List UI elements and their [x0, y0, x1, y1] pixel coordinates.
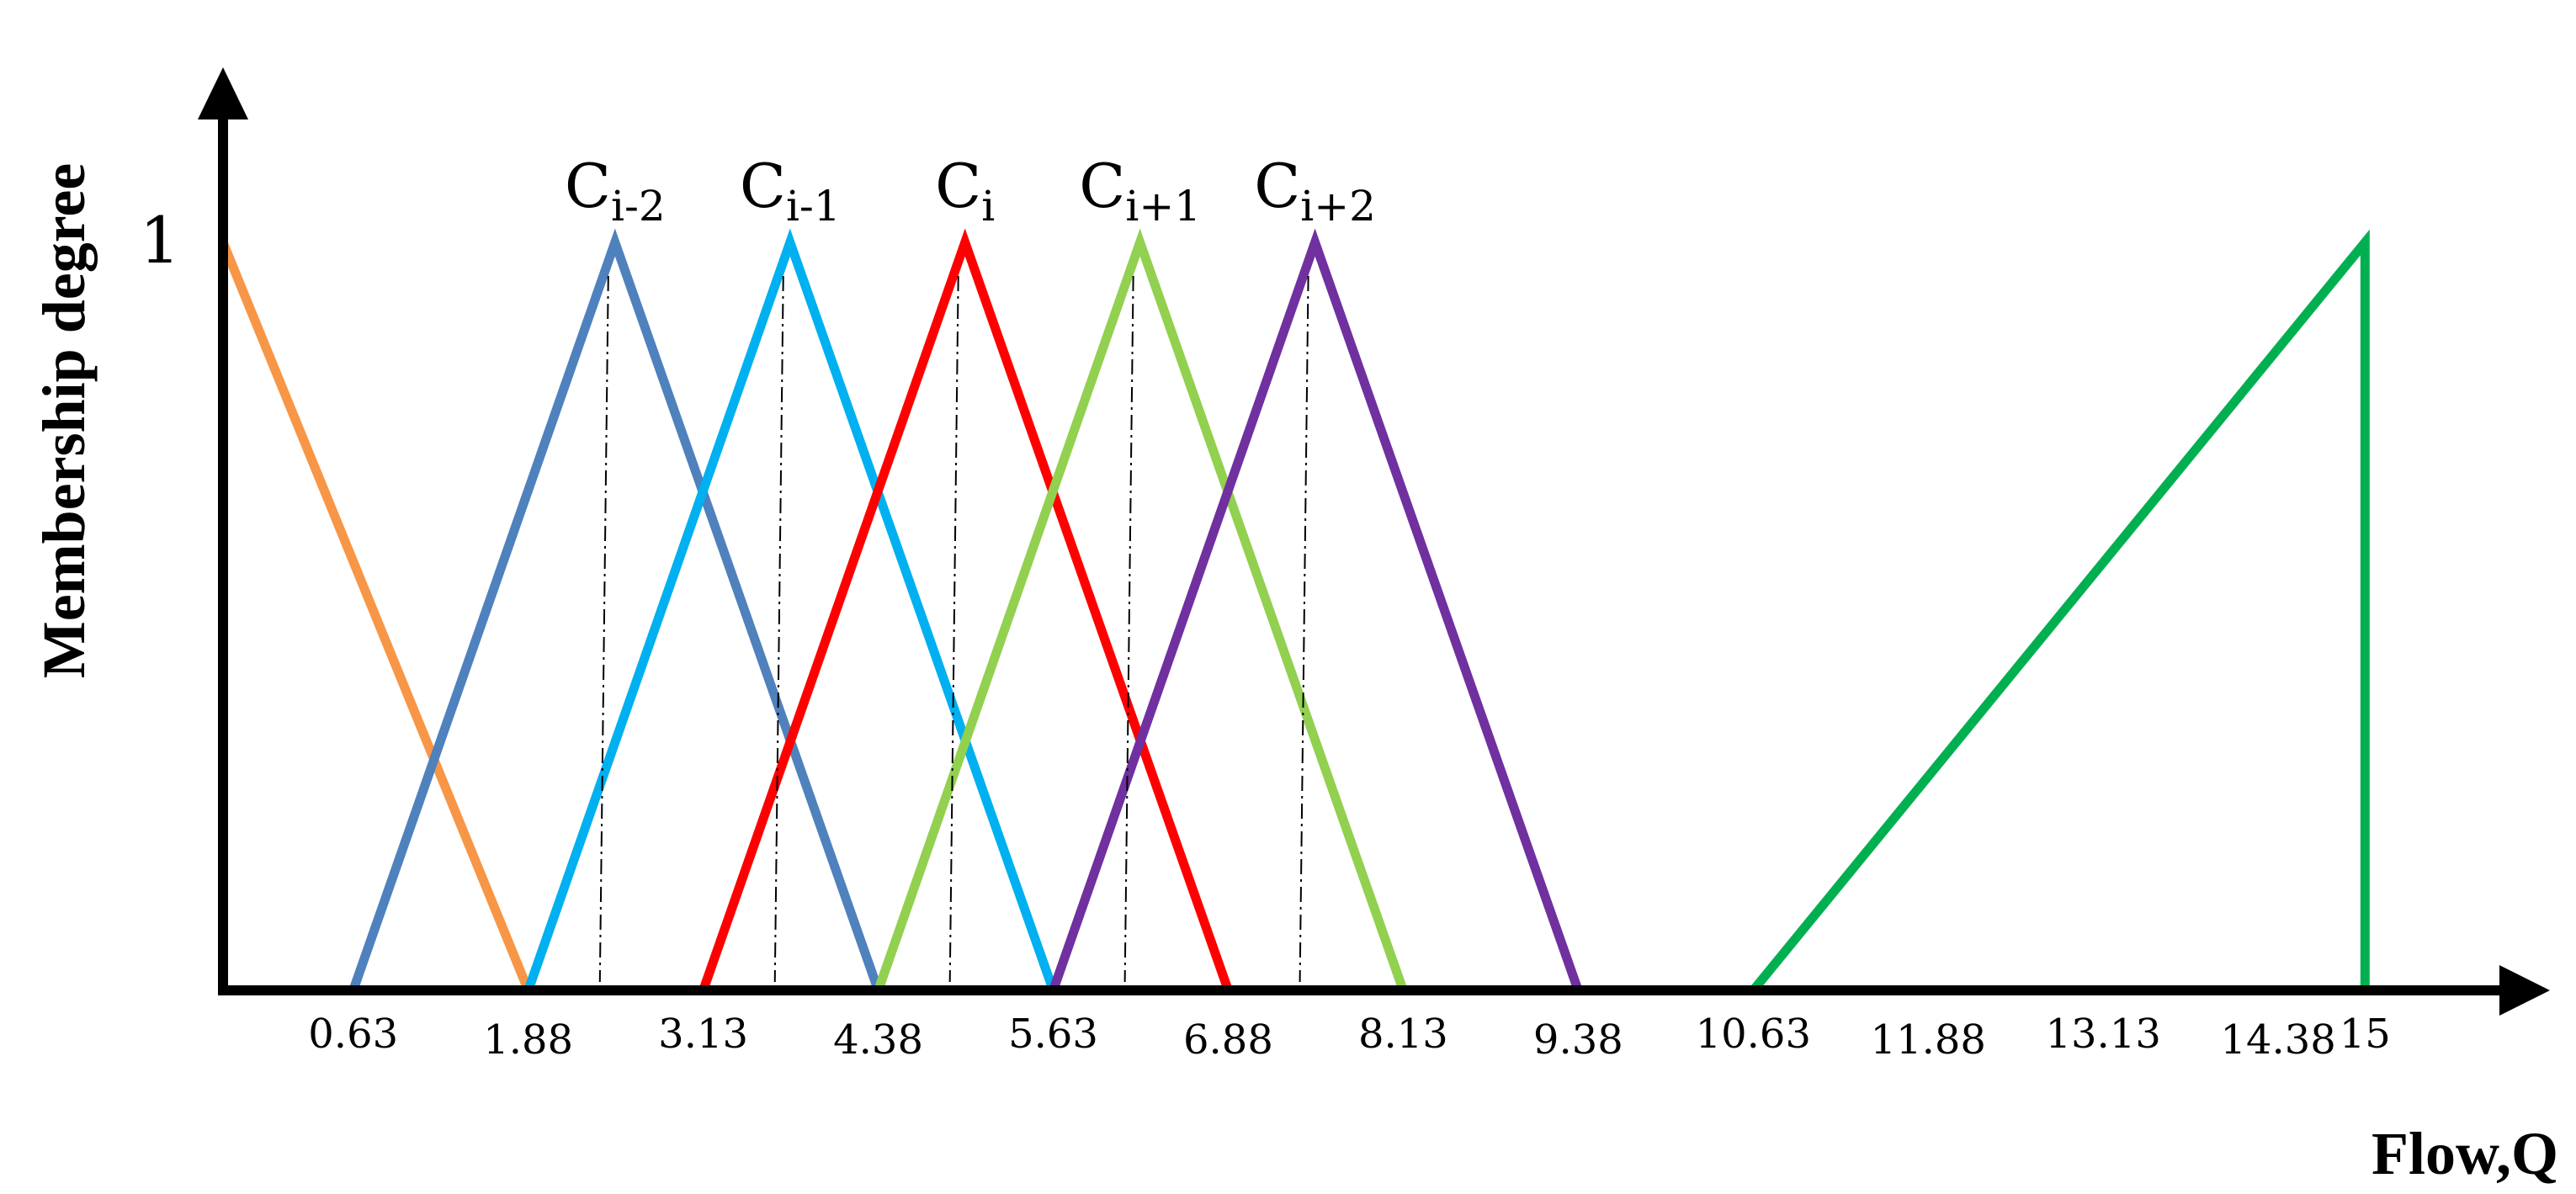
series-layer — [218, 228, 2370, 994]
peak-guide-line — [773, 275, 784, 983]
peak-guide-line — [598, 275, 609, 983]
x-tick-label: 6.88 — [1183, 1016, 1273, 1064]
x-tick-label: 10.63 — [1696, 1011, 1811, 1058]
peak-label: Ci+2 — [1254, 151, 1376, 231]
peak-label: Ci-1 — [740, 151, 841, 231]
x-axis-title: Flow,Q — [2372, 1120, 2558, 1187]
peak-guide-line — [948, 275, 959, 983]
x-tick-label: 5.63 — [1008, 1011, 1098, 1058]
x-tick-label: 14.38 — [2220, 1016, 2335, 1064]
x-tick-label: 4.38 — [833, 1016, 923, 1064]
x-tick-label: 15 — [2340, 1011, 2391, 1058]
peak-label: Ci — [935, 151, 995, 231]
peak-label: Ci+1 — [1079, 151, 1201, 231]
series-line-ci-2 — [348, 228, 883, 992]
x-tick-label: 11.88 — [1871, 1016, 1986, 1064]
series-line-ci — [698, 228, 1233, 992]
series-line-ciplus2 — [1049, 228, 1583, 992]
x-axis-arrow — [2499, 965, 2550, 1016]
axes — [198, 67, 2550, 1016]
x-tick-label: 1.88 — [483, 1016, 573, 1064]
y-tick-label: 1 — [140, 203, 180, 278]
y-axis-title: Membership degree — [30, 163, 98, 679]
x-tick-label: 3.13 — [658, 1011, 748, 1058]
series-line-ci-1 — [523, 228, 1058, 992]
peak-guide-line — [1299, 275, 1309, 983]
series-line-edge-6 — [1750, 229, 2370, 994]
series-line-edge-0 — [218, 240, 533, 993]
x-tick-label: 0.63 — [308, 1011, 398, 1058]
series-line-ciplus1 — [874, 228, 1408, 992]
peak-guide-line — [1123, 275, 1134, 983]
x-tick-label: 8.13 — [1358, 1011, 1448, 1058]
peak-label: Ci-2 — [565, 151, 666, 231]
peak-guide-layer — [598, 275, 1309, 983]
labels-layer: Ci-2 Ci-1 Ci Ci+1 Ci+2 0.63 1.88 3.13 4.38 5.63 6.… — [30, 151, 2558, 1187]
x-tick-label: 13.13 — [2045, 1011, 2160, 1058]
y-axis-arrow — [198, 67, 248, 119]
x-tick-label: 9.38 — [1533, 1016, 1623, 1064]
